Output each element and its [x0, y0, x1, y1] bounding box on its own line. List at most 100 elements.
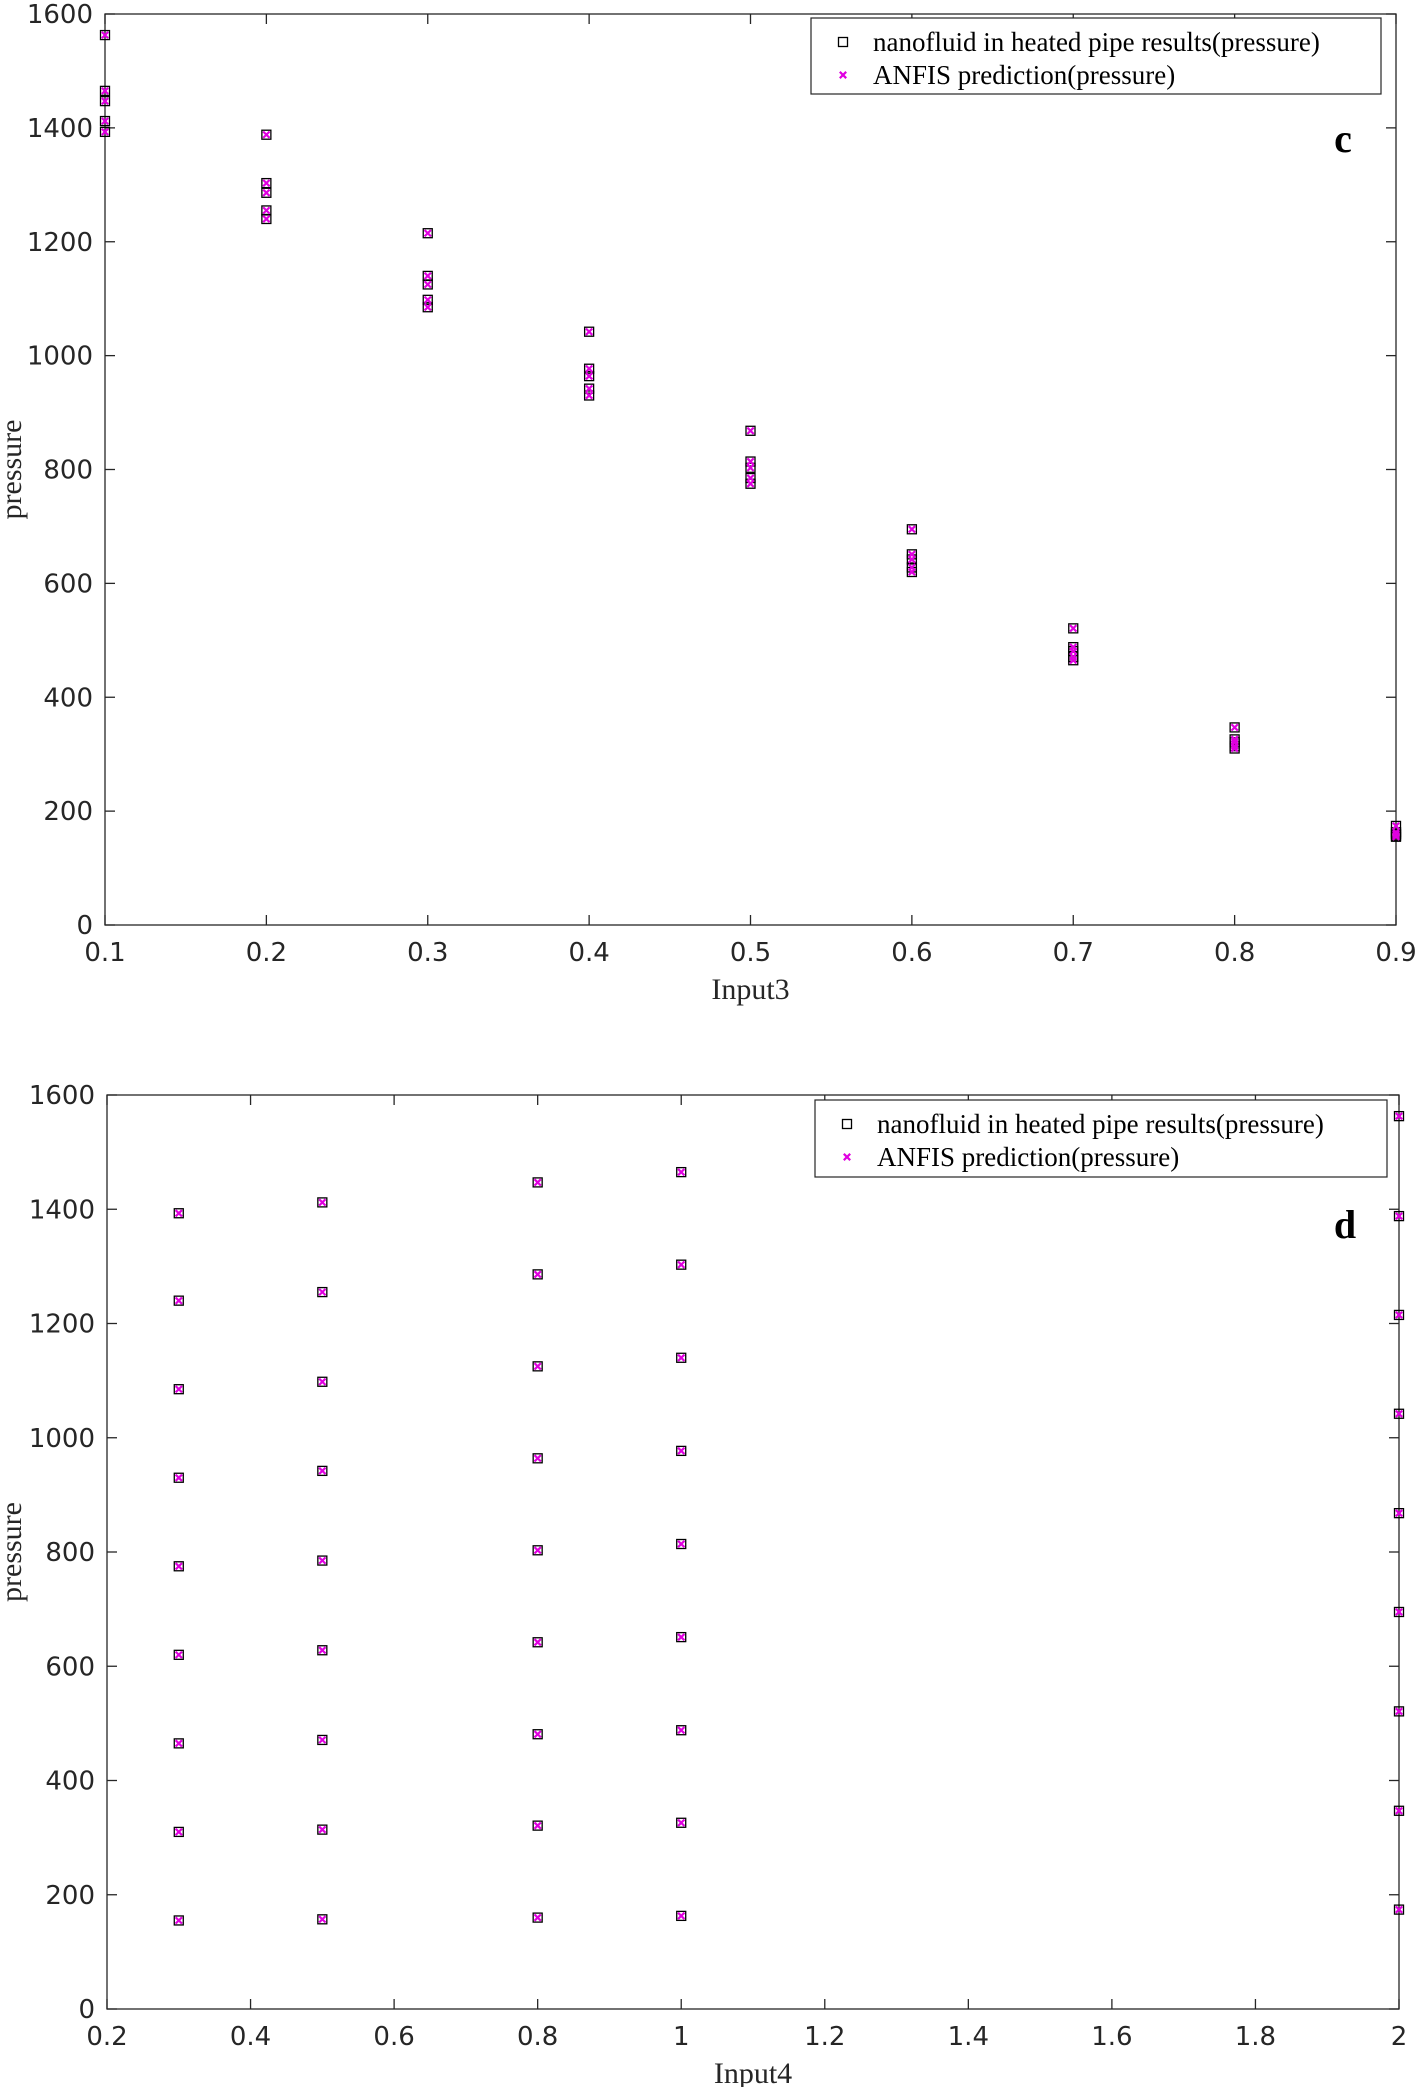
x-tick-label: 0.9 — [1375, 938, 1416, 968]
x-marker-stroke — [1392, 832, 1400, 841]
data-point-anfis — [1395, 1509, 1403, 1518]
data-point-anfis — [585, 384, 594, 393]
data-point-anfis — [101, 127, 109, 136]
data-point-measured — [173, 1295, 184, 1306]
data-point-measured — [745, 456, 756, 467]
data-point-anfis — [262, 179, 271, 188]
data-point-anfis — [1230, 723, 1239, 732]
legend: nanofluid in heated pipe results(pressur… — [810, 17, 1382, 95]
data-point-measured — [532, 1177, 543, 1188]
x-tick-label: 1.8 — [1235, 2022, 1276, 2052]
data-point-anfis — [318, 1198, 327, 1207]
data-point-anfis — [101, 97, 109, 106]
x-tick-label: 1.4 — [948, 2022, 989, 2052]
data-point-measured — [583, 383, 595, 394]
x-marker-stroke — [262, 130, 271, 139]
legend-entry-anfis: ANFIS prediction(pressure) — [877, 1142, 1179, 1172]
data-point-anfis — [746, 426, 755, 435]
x-marker-stroke — [533, 1638, 542, 1647]
data-point-anfis — [1395, 1212, 1403, 1221]
plot-area-frame — [106, 1094, 1400, 2010]
data-point-measured — [1393, 1408, 1405, 1419]
x-marker-stroke — [677, 1540, 686, 1548]
y-tick-label: 1600 — [29, 1081, 95, 1111]
data-point-anfis — [677, 1911, 686, 1920]
data-point-anfis — [677, 1446, 686, 1455]
x-marker-stroke — [1395, 1409, 1403, 1418]
data-point-measured — [173, 1826, 184, 1838]
data-point-anfis — [907, 525, 916, 534]
data-point-measured — [173, 1384, 184, 1395]
x-marker-stroke — [533, 1821, 542, 1830]
x-marker-stroke — [1230, 742, 1239, 751]
legend-entry-measured: nanofluid in heated pipe results(pressur… — [877, 1109, 1324, 1139]
data-point-anfis — [174, 1827, 183, 1836]
data-point-measured — [676, 1538, 687, 1550]
x-axis-label: Input4 — [714, 2057, 792, 2087]
data-point-anfis — [318, 1377, 327, 1386]
data-point-anfis — [677, 1633, 686, 1642]
data-point-anfis — [318, 1915, 327, 1924]
data-point-anfis — [1395, 1112, 1403, 1121]
data-point-measured — [422, 228, 433, 239]
x-marker-stroke — [1395, 1608, 1403, 1616]
series-anfis — [174, 1112, 1403, 1925]
y-axis-label: pressure — [0, 420, 28, 520]
x-tick-label: 0.6 — [891, 938, 932, 968]
data-point-anfis — [262, 206, 271, 215]
data-point-measured — [532, 1912, 543, 1923]
x-marker-stroke — [1069, 656, 1078, 665]
x-marker-stroke — [533, 1178, 542, 1187]
data-point-measured — [676, 1445, 687, 1457]
data-point-anfis — [907, 568, 916, 576]
data-point-measured — [261, 213, 272, 225]
x-marker-stroke — [101, 117, 109, 126]
data-point-anfis — [907, 555, 916, 564]
x-marker-stroke — [1392, 821, 1400, 830]
y-tick-label: 0 — [78, 1995, 95, 2025]
x-tick-label: 0.2 — [246, 938, 287, 968]
data-point-measured — [317, 1376, 328, 1387]
x-marker-stroke — [1395, 1509, 1403, 1518]
x-marker-stroke — [174, 1296, 183, 1305]
data-point-anfis — [1395, 1310, 1403, 1319]
x-marker-stroke — [746, 426, 755, 435]
data-point-anfis — [1069, 624, 1078, 633]
data-point-measured — [745, 462, 756, 473]
data-point-anfis — [262, 214, 271, 223]
x-marker-stroke — [585, 384, 594, 393]
data-point-anfis — [174, 1209, 183, 1218]
x-marker-stroke — [585, 327, 594, 336]
x-tick-label: 0.4 — [568, 938, 609, 968]
data-point-anfis — [423, 295, 432, 304]
x-marker-stroke — [533, 1270, 542, 1279]
legend-entry-anfis: ANFIS prediction(pressure) — [873, 60, 1175, 90]
x-marker-stroke — [423, 303, 432, 312]
x-tick-label: 0.8 — [517, 2022, 558, 2052]
data-point-anfis — [585, 391, 594, 400]
data-point-anfis — [1392, 832, 1400, 841]
data-point-measured — [1229, 743, 1240, 754]
data-point-measured — [173, 1208, 184, 1219]
data-point-measured — [676, 1166, 687, 1178]
data-point-measured — [532, 1729, 543, 1740]
data-point-measured — [1393, 1706, 1405, 1717]
y-tick-label: 1400 — [29, 1195, 95, 1225]
x-marker-stroke — [318, 1288, 327, 1297]
data-point-anfis — [423, 303, 432, 312]
data-point-measured — [261, 187, 272, 198]
series-measured — [99, 29, 1402, 842]
x-marker-stroke — [1395, 1707, 1403, 1716]
data-point-anfis — [1230, 742, 1239, 751]
data-point-measured — [906, 524, 918, 535]
x-marker-stroke — [746, 463, 755, 472]
data-point-measured — [532, 1269, 543, 1280]
data-point-anfis — [174, 1385, 183, 1394]
data-point-anfis — [677, 1168, 686, 1177]
data-point-measured — [532, 1637, 543, 1648]
x-marker-stroke — [1230, 744, 1239, 753]
data-point-measured — [317, 1645, 328, 1656]
y-tick-label: 200 — [45, 1881, 95, 1911]
x-marker-stroke — [1395, 1310, 1403, 1319]
data-point-measured — [532, 1545, 543, 1556]
